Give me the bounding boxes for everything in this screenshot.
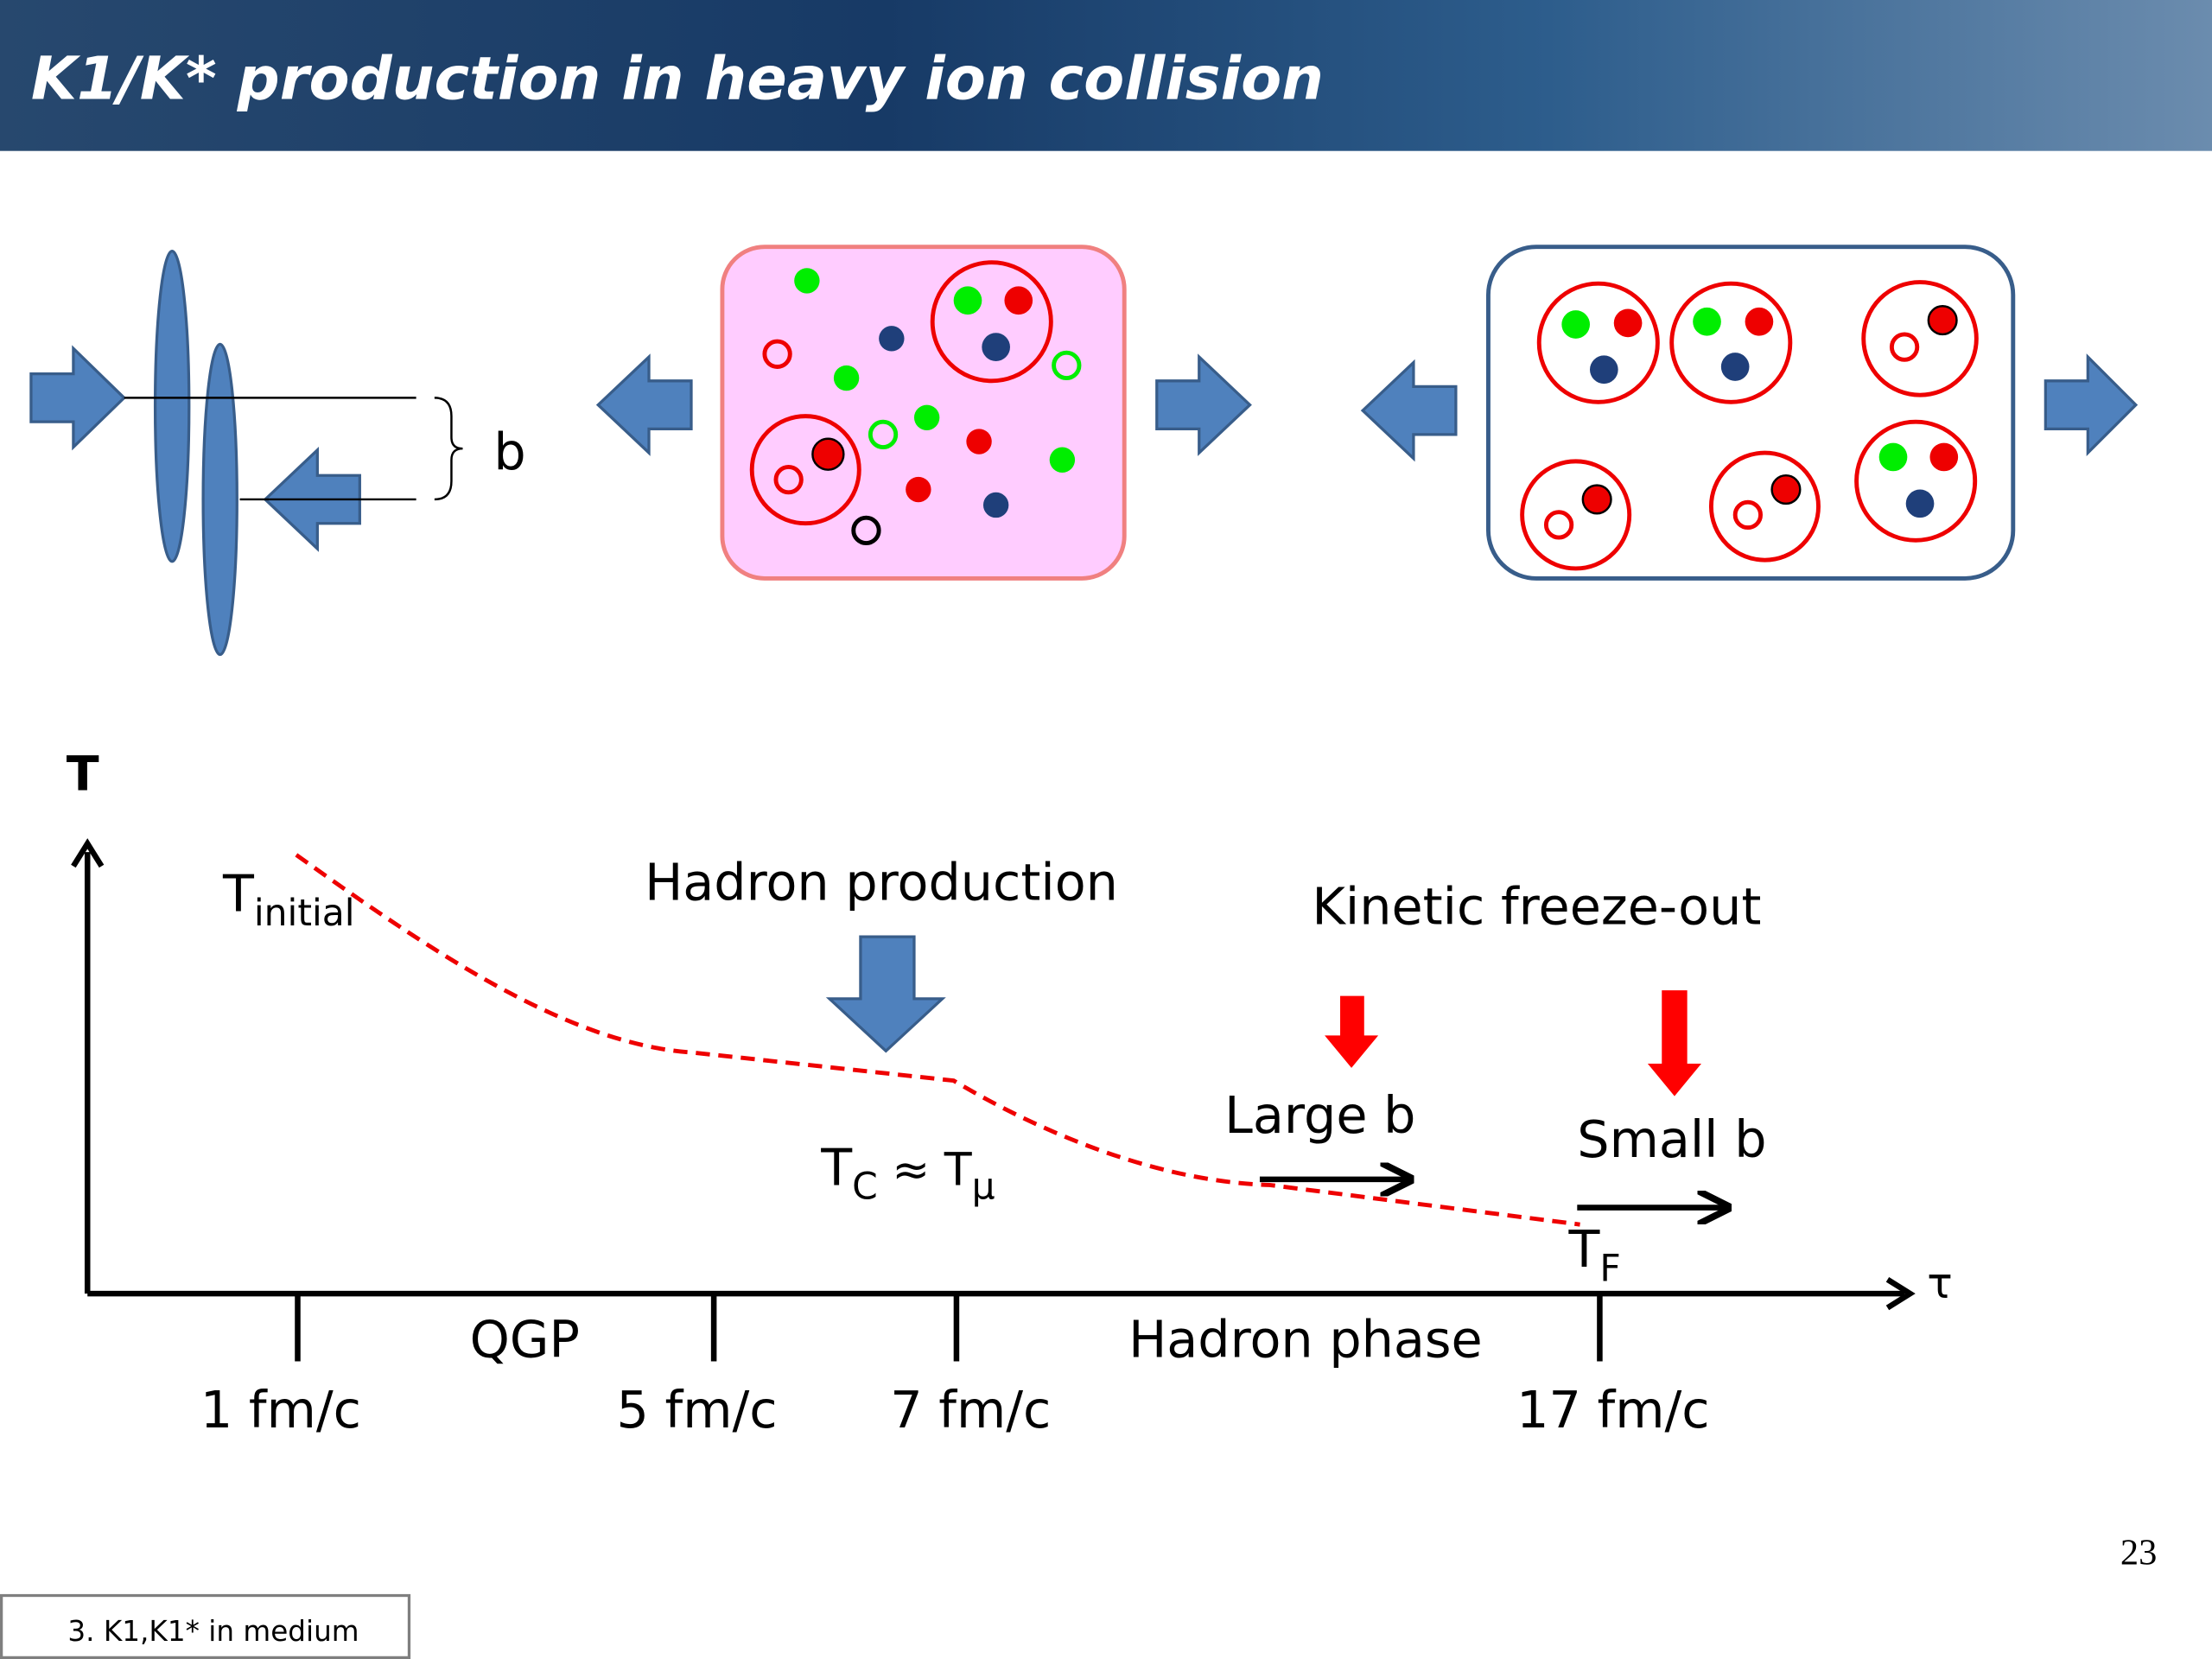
arrow: [1360, 359, 1458, 462]
quark: [1745, 307, 1774, 336]
y-arrow: [71, 838, 105, 868]
meson: [1520, 459, 1632, 571]
t-base: T: [820, 1137, 853, 1197]
nucleus: [153, 249, 191, 563]
t-base: T: [1568, 1219, 1601, 1279]
tick-label: 5 fm/c: [616, 1380, 777, 1440]
flow-arrows: [595, 353, 2139, 462]
antiquark: [1052, 350, 1082, 381]
x-arrow: [1885, 1277, 1916, 1311]
quark: [982, 333, 1010, 361]
quark: [833, 365, 860, 391]
quark: [1613, 308, 1643, 338]
quark: [1581, 484, 1612, 515]
arrow: [29, 345, 127, 451]
arrow: [595, 353, 693, 456]
antiquark: [1732, 499, 1763, 531]
hadron-gas: [1520, 280, 1979, 571]
baryon: [1536, 281, 1660, 404]
page-number: 23: [2120, 1533, 2157, 1573]
red-arrow: [1325, 995, 1379, 1068]
t-sub: C: [852, 1166, 878, 1209]
quark: [1770, 474, 1802, 505]
t-sub: F: [1599, 1248, 1620, 1290]
baryon: [1854, 419, 1978, 543]
qgp-particles: [749, 260, 1082, 546]
quark: [1049, 447, 1076, 473]
quark: [1720, 353, 1750, 381]
quark: [966, 429, 992, 454]
t-base: T: [222, 864, 255, 924]
quark: [811, 437, 845, 471]
meson: [1708, 450, 1821, 563]
arrow: [2044, 353, 2139, 457]
phase-label: Hadron phase: [1128, 1310, 1483, 1370]
antiquark: [868, 419, 899, 449]
annotation: Hadron production: [645, 853, 1118, 912]
temperature-curve: [295, 853, 1580, 1227]
down-arrow: [825, 935, 946, 1053]
quark: [1927, 305, 1958, 336]
y-axis-label: T: [67, 746, 99, 802]
antiquark: [851, 515, 881, 546]
tick-label: 17 fm/c: [1516, 1380, 1709, 1440]
quark: [1561, 310, 1590, 339]
antiquark: [1889, 332, 1920, 362]
quark: [794, 268, 820, 294]
t-f: TF: [1568, 1219, 1621, 1290]
annotation: Small b: [1577, 1109, 1766, 1169]
t-sub: initial: [254, 893, 355, 935]
t-sub: μ: [972, 1166, 995, 1209]
quark: [953, 286, 982, 315]
impact-label: b: [493, 423, 525, 482]
slide-title: K1/K* production in heavy ion collision: [31, 44, 1324, 113]
hadron: [749, 414, 861, 526]
section-label: 3. K1,K1* in medium: [67, 1615, 359, 1648]
quark: [1929, 442, 1959, 472]
quark: [982, 492, 1009, 518]
header-banner: [0, 0, 2212, 151]
quark: [1004, 286, 1033, 315]
nucleus: [201, 342, 238, 657]
tick-label: 7 fm/c: [890, 1380, 1051, 1440]
annotation: Kinetic freeze-out: [1312, 876, 1761, 936]
quark: [906, 476, 931, 503]
quark: [1590, 355, 1618, 385]
section-box: [0, 1593, 411, 1659]
antiquark: [762, 339, 792, 369]
x-axis-label: τ: [1927, 1259, 1952, 1308]
tick-label: 1 fm/c: [200, 1380, 361, 1440]
antiquark: [773, 464, 804, 495]
phase-label: QGP: [470, 1310, 580, 1370]
red-arrow: [1647, 990, 1701, 1096]
quark: [1878, 442, 1908, 472]
hadron: [930, 260, 1053, 384]
brace: [434, 397, 463, 501]
quark: [1693, 307, 1721, 336]
t-c: TC ≈ Tμ: [820, 1137, 995, 1208]
t-approx: ≈ T: [878, 1144, 973, 1196]
axes: [71, 838, 1916, 1362]
quark: [1905, 489, 1935, 518]
baryon: [1669, 281, 1793, 404]
arrow: [1155, 353, 1252, 456]
antiquark: [1543, 510, 1574, 540]
collision-sketch: [29, 249, 361, 657]
quark: [913, 404, 940, 430]
quark: [879, 326, 905, 352]
annotation: Large b: [1224, 1085, 1415, 1145]
meson: [1861, 280, 1979, 397]
t-initial: Tinitial: [222, 864, 355, 935]
